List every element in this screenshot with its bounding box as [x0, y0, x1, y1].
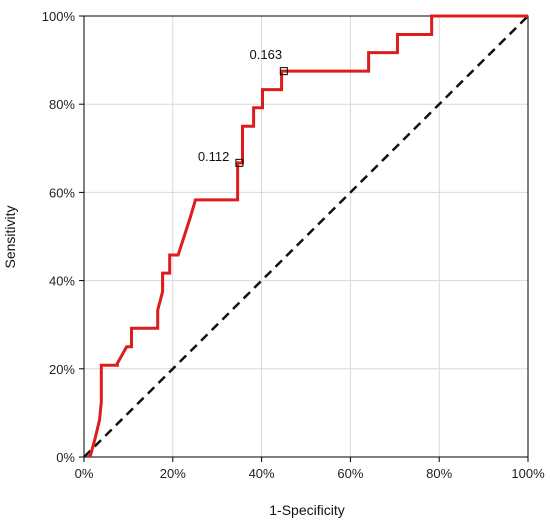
plot-frame [83, 15, 529, 458]
x-tick-label: 40% [249, 466, 275, 481]
y-axis-ticks: 0% 20% 40% 60% 80% 100% [42, 9, 84, 465]
x-tick-label: 0% [75, 466, 94, 481]
y-tick-label: 20% [49, 362, 75, 377]
threshold-label: 0.163 [250, 47, 283, 62]
x-tick-label: 60% [337, 466, 363, 481]
diagonal-reference-line [83, 15, 529, 458]
y-tick-label: 60% [49, 185, 75, 200]
y-tick-label: 40% [49, 274, 75, 289]
roc-curve [87, 14, 528, 459]
reference-line [83, 15, 529, 458]
x-tick-label: 100% [511, 466, 545, 481]
threshold-label: 0.112 [198, 149, 230, 164]
y-axis-title: Sensitivity [2, 205, 18, 268]
threshold-annotations: 0.112 0.163 [198, 47, 288, 167]
y-tick-label: 0% [56, 450, 75, 465]
x-axis-title: 1-Specificity [269, 502, 344, 518]
threshold-marker [235, 158, 244, 167]
y-tick-label: 80% [49, 97, 75, 112]
y-tick-label: 100% [42, 9, 76, 24]
x-tick-label: 80% [426, 466, 452, 481]
x-tick-label: 20% [160, 466, 186, 481]
roc-curve-line [87, 14, 528, 459]
x-axis-ticks: 0% 20% 40% 60% 80% 100% [75, 457, 545, 481]
threshold-marker [279, 67, 288, 76]
